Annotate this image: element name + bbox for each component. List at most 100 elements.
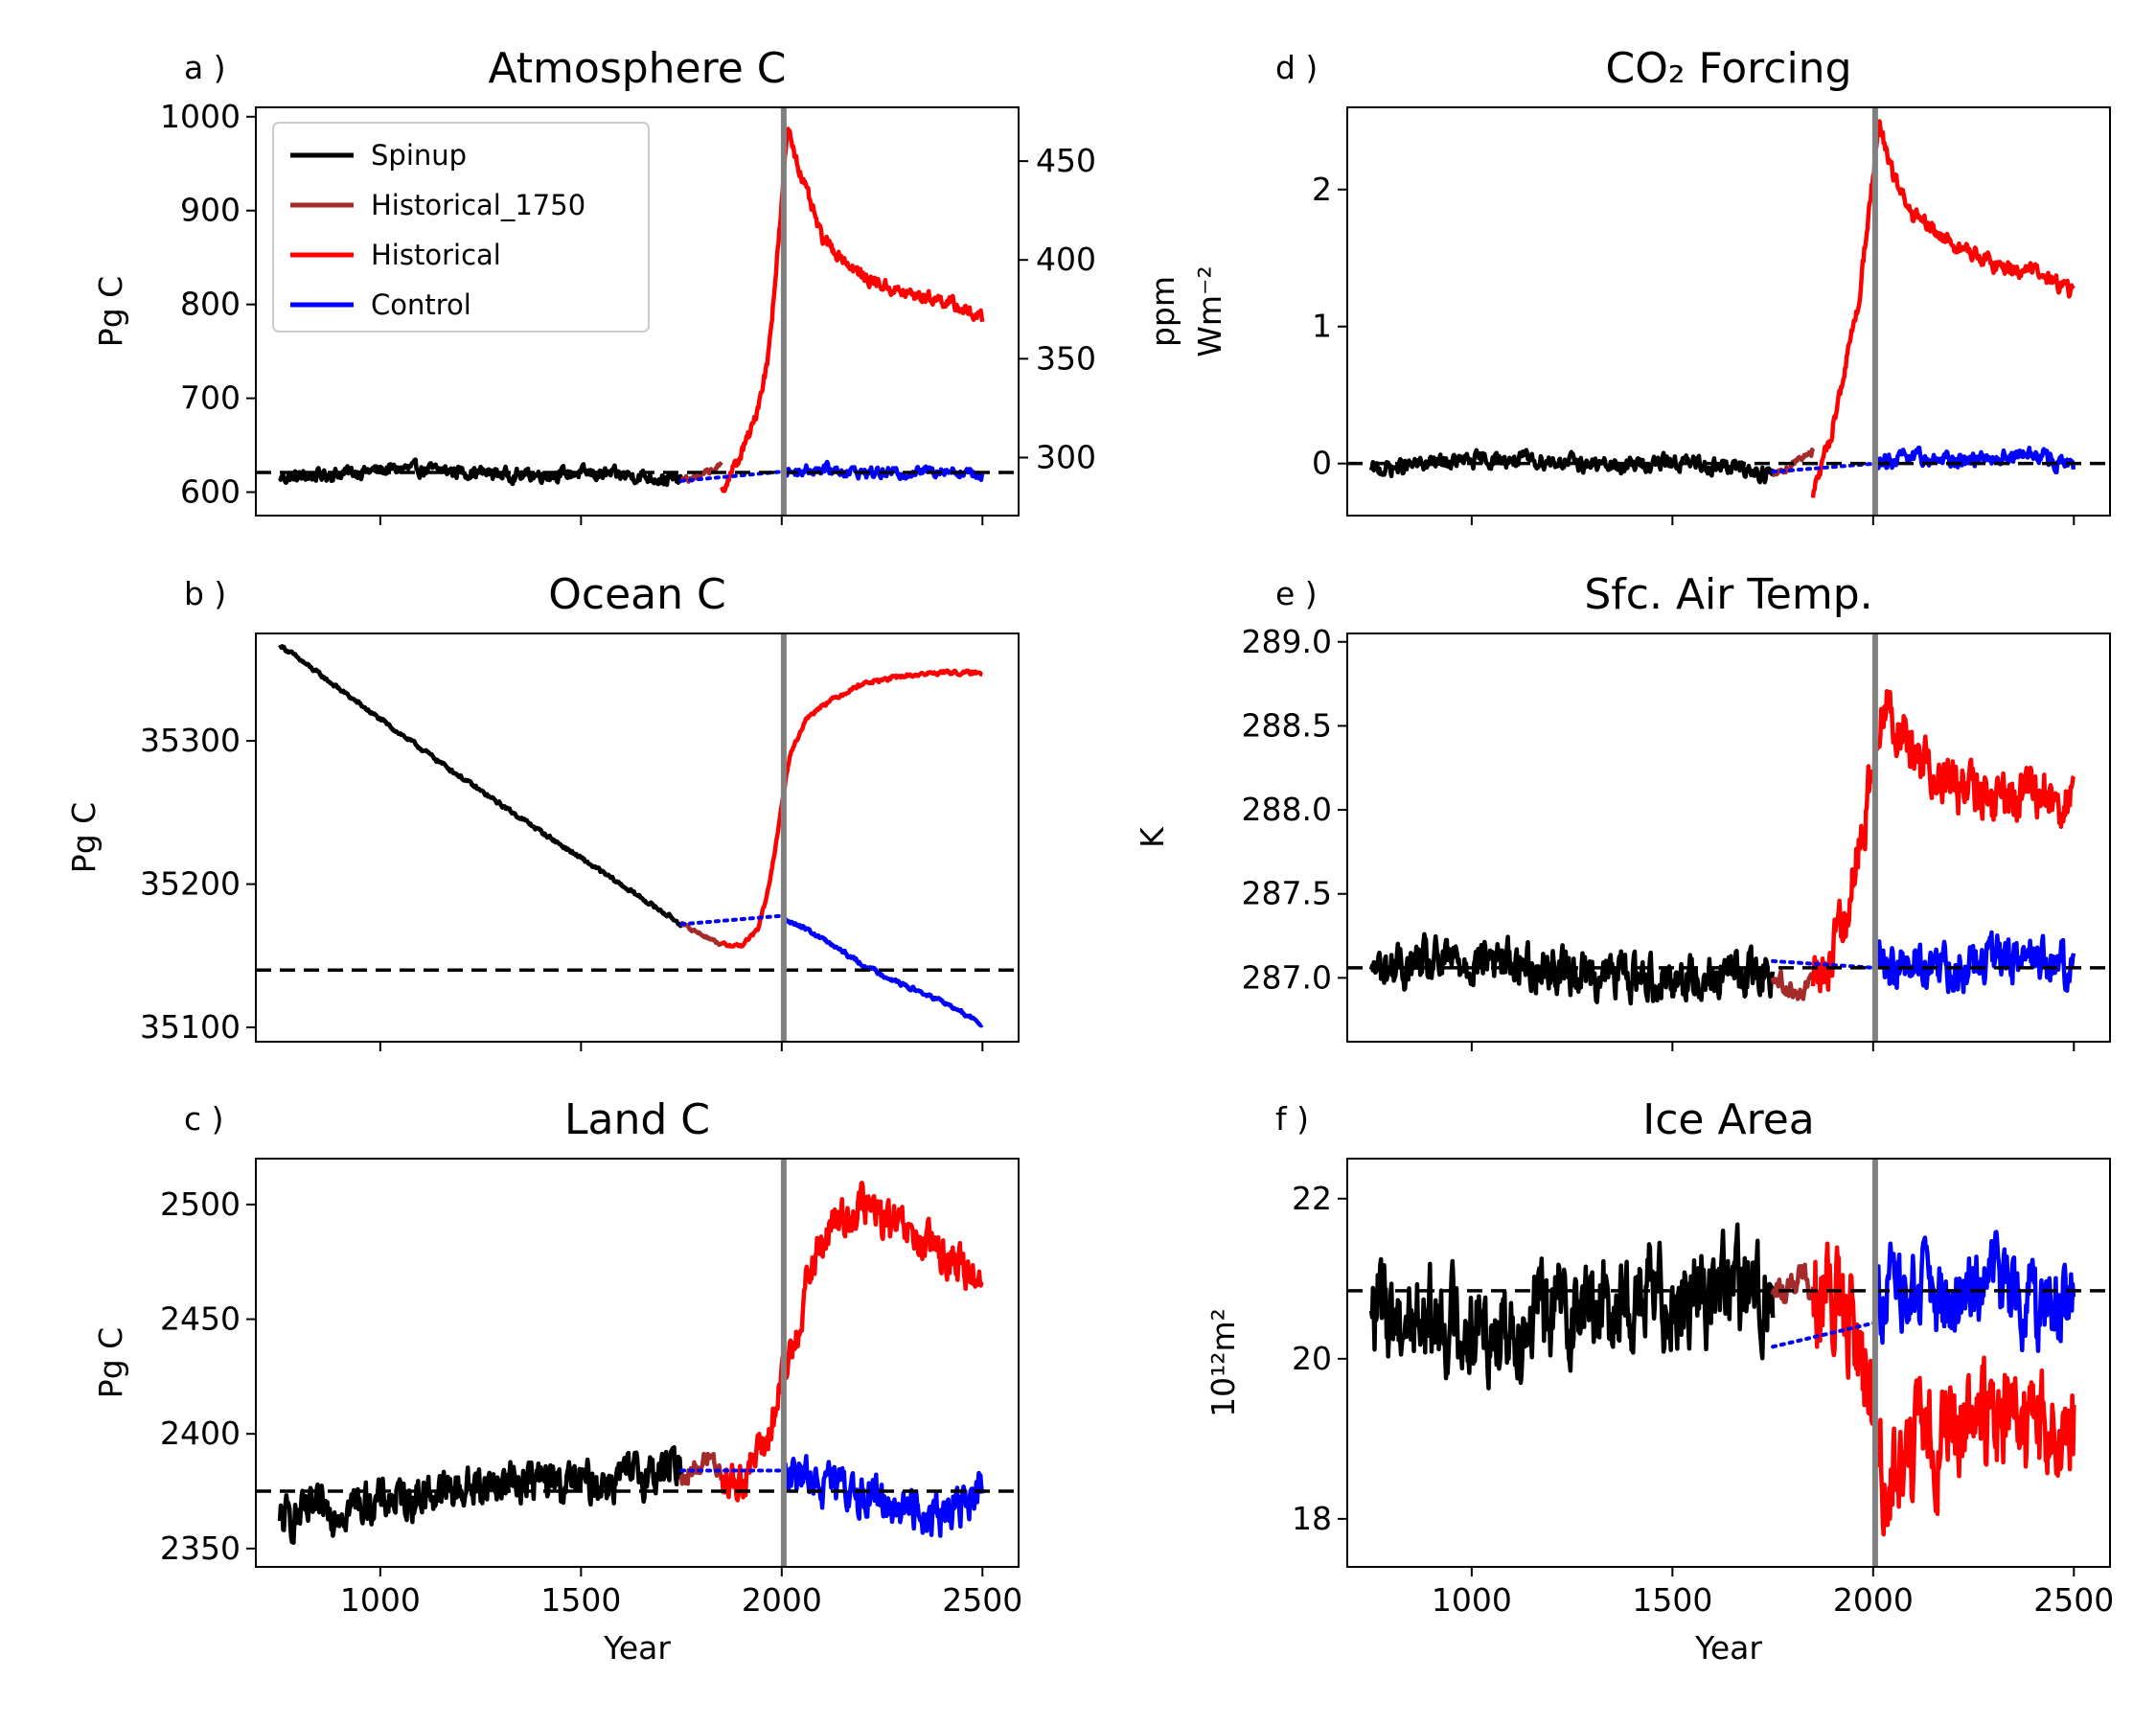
spinup-line [277,1444,684,1545]
panel-4: 0 1 2 Wm⁻² CO₂ Forcing d ) [1191,44,2111,525]
spinup-line [1368,1222,1776,1391]
y-tick-label: 20 [1292,1340,1332,1377]
y-tick-label: 2 [1312,171,1332,208]
plot-area [256,107,1019,516]
y-right-axis-label: ppm [1144,276,1181,347]
x-tick-label: 1500 [540,1581,621,1619]
panel-title: Land C [564,1095,710,1144]
x-tick-label: 2000 [742,1581,822,1619]
spinup-line [1368,932,1776,1006]
x-tick-label: 2500 [2033,1581,2114,1619]
panel-title: Ice Area [1642,1095,1814,1144]
historical-line [1810,1241,2076,1537]
y-tick-label: 288.5 [1242,706,1332,744]
spinup-line [278,457,684,488]
spinup-line [1368,448,1776,485]
panel-title: Ocean C [548,570,725,619]
panel-letter: e ) [1275,575,1318,612]
panel-title: CO₂ Forcing [1606,44,1852,93]
panel-letter: c ) [184,1100,224,1138]
plot-frame [255,632,1020,1043]
y-axis-label: Pg C [92,1327,129,1398]
x-axis-label: Year [603,1629,671,1667]
plot-area [1347,1159,2110,1567]
x-tick-label: 2500 [942,1581,1022,1619]
y-tick-label: 900 [180,192,241,229]
historical-1750-line [678,1451,724,1486]
legend-box [272,122,650,333]
historical-1750-line [1770,969,1816,1001]
y-axis-label: Pg C [92,276,129,347]
historical-1750-line [1771,447,1816,477]
legend-label: Control [371,288,471,321]
y-tick-label: 35100 [140,1008,241,1046]
panel-title: Sfc. Air Temp. [1584,570,1872,619]
panel-letter: f ) [1275,1100,1309,1138]
historical-line [720,668,984,949]
y-tick-label: 2450 [160,1300,241,1338]
plot-area [1347,107,2110,516]
legend-label: Spinup [371,139,467,172]
y-axis-label: K [1134,826,1171,848]
y-tick-label: 600 [180,473,241,511]
legend-label: Historical [371,239,501,271]
plot-frame [1346,106,2111,517]
control-line [1872,1230,2076,1353]
panel-1: 600 700 800 900 1000 300 350 400 450 ppm Pg C Atmos… [92,44,1181,525]
y-tick-label: 1000 [160,98,241,135]
x-tick-label: 1000 [1432,1581,1512,1619]
y-right-tick-label: 350 [1036,339,1096,377]
plot-area [1347,633,2110,1042]
control-dotted-line [679,913,786,927]
panel-letter: b ) [184,575,226,612]
control-line [1873,445,2076,474]
x-tick-label: 1000 [340,1581,421,1619]
legend-label: Historical_1750 [371,189,585,221]
y-tick-label: 2500 [160,1185,241,1223]
y-right-tick-label: 300 [1036,438,1096,475]
y-right-tick-label: 400 [1036,241,1096,278]
x-tick-label: 1500 [1632,1581,1712,1619]
plot-frame [255,1158,1020,1568]
plot-frame [1346,1158,2111,1568]
historical-1750-line [1770,1262,1815,1304]
y-tick-label: 800 [180,286,241,323]
control-line [781,1454,985,1538]
panel-title: Atmosphere C [488,44,786,93]
y-tick-label: 287.0 [1242,958,1332,996]
plot-frame [255,106,1020,517]
y-tick-label: 35200 [140,865,241,903]
panel-6: 1000 1500 2000 2500 18 20 22 10¹²m² Year Ice Area… [1204,1095,2114,1667]
y-axis-label: Pg C [65,802,103,873]
control-line [781,459,985,483]
y-tick-label: 22 [1292,1180,1332,1217]
y-tick-label: 288.0 [1242,791,1332,828]
historical-line [719,1181,984,1503]
plot-area [256,633,1019,1042]
control-line [782,915,984,1028]
x-axis-label: Year [1694,1629,1762,1667]
panel-2: 35100 35200 35300 Pg C Ocean C b ) [65,570,1020,1051]
panel-letter: a ) [184,49,226,86]
panel-5: 287.0 287.5 288.0 288.5 289.0 K Sfc. Air Temp.… [1134,570,2111,1051]
x-tick-label: 2000 [1833,1581,1914,1619]
historical-line [1810,688,2076,994]
y-right-tick-label: 450 [1036,142,1096,179]
y-tick-label: 2400 [160,1414,241,1452]
plot-frame [1346,632,2111,1043]
y-tick-label: 0 [1312,445,1332,482]
panel-letter: d ) [1275,49,1318,86]
y-tick-label: 289.0 [1242,623,1332,660]
y-axis-label: Wm⁻² [1191,265,1228,356]
y-tick-label: 287.5 [1242,875,1332,912]
y-tick-label: 1 [1312,308,1332,345]
historical-1750-line [679,921,723,948]
y-axis-label: 10¹²m² [1204,1308,1242,1417]
spinup-line [278,643,683,929]
y-tick-label: 2350 [160,1530,241,1567]
y-tick-label: 18 [1292,1500,1332,1537]
plot-area [256,1159,1019,1567]
historical-line [1810,119,2076,498]
historical-line [720,126,985,494]
